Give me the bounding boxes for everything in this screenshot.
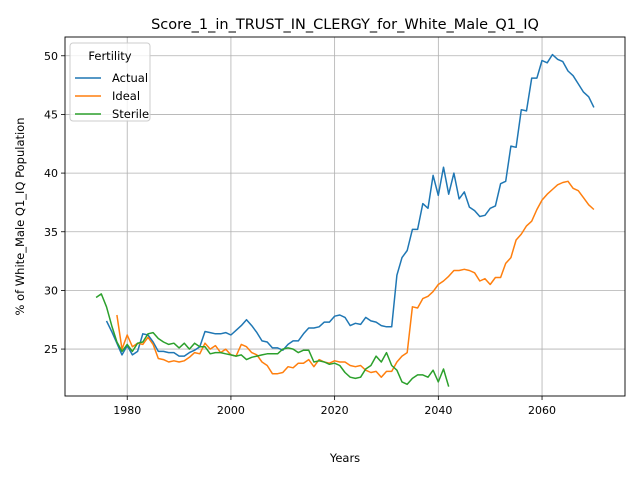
plot-frame: [64, 36, 626, 397]
y-axis-label: % of White_Male Q1_IQ Population: [13, 117, 27, 315]
y-tick-label: 25: [44, 343, 58, 356]
x-tick-label: 2060: [528, 404, 556, 417]
x-tick-label: 2020: [321, 404, 349, 417]
series-lines: [95, 53, 595, 387]
x-tick-label: 2000: [217, 404, 245, 417]
y-tick-label: 45: [44, 108, 58, 121]
legend-entries: Actual Ideal Sterile: [75, 71, 149, 121]
y-tick-label: 40: [44, 167, 58, 180]
legend: Fertility Actual Ideal Sterile: [69, 42, 151, 122]
legend-title: Fertility: [88, 49, 131, 63]
legend-label-sterile: Sterile: [112, 107, 149, 121]
legend-label-actual: Actual: [112, 71, 148, 85]
series-line-ideal: [116, 180, 595, 378]
legend-box: [69, 42, 151, 122]
series-line-sterile: [95, 293, 450, 387]
grid: [65, 37, 625, 396]
x-tick-label: 2040: [424, 404, 452, 417]
series-line-actual: [105, 53, 595, 357]
axis-ticks: 1980 2000 2020 2040 2060 25 30 35 40 45 50: [44, 50, 556, 417]
y-tick-label: 30: [44, 284, 58, 297]
y-tick-label: 35: [44, 226, 58, 239]
x-tick-label: 1980: [113, 404, 141, 417]
chart-title: Score_1_in_TRUST_IN_CLERGY_for_White_Mal…: [151, 17, 539, 33]
x-axis-label: Years: [329, 451, 360, 465]
legend-label-ideal: Ideal: [112, 89, 140, 103]
y-tick-label: 50: [44, 50, 58, 63]
